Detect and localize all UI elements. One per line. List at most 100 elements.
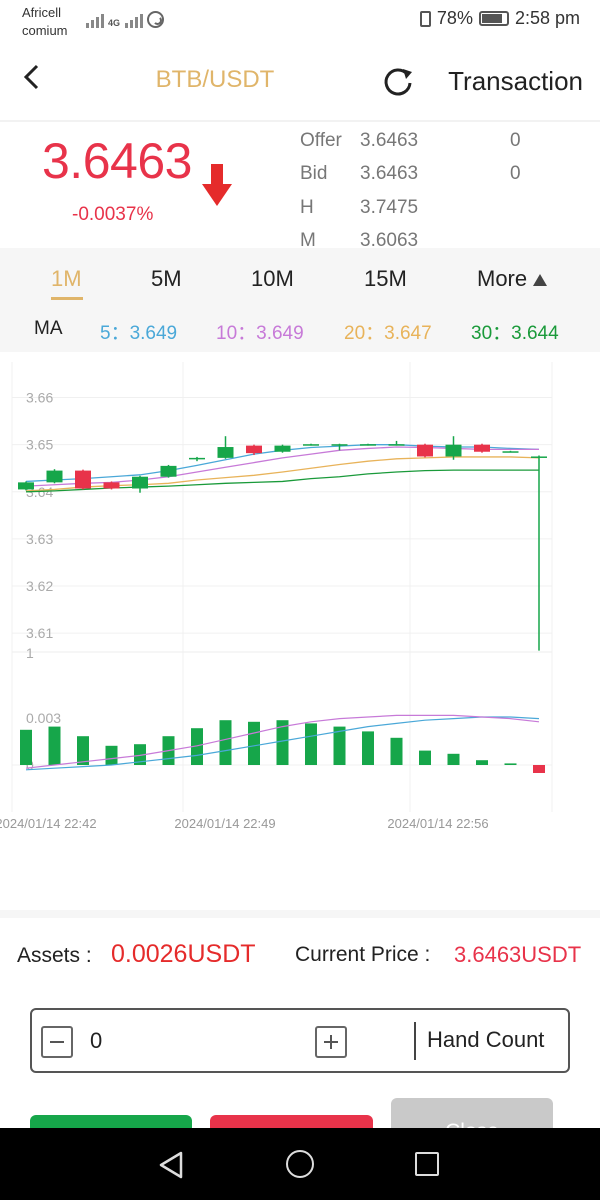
indicator-bar [276, 720, 289, 765]
indicator-bar [447, 753, 460, 765]
battery-icon [478, 11, 509, 26]
whatsapp-icon [147, 11, 165, 28]
quantity-input[interactable] [90, 1028, 290, 1054]
candle-body [474, 444, 490, 452]
battery-percent: 78% [436, 8, 473, 28]
indicator-bar [476, 760, 488, 765]
indicator-tick-label: 0.003 [26, 710, 61, 726]
indicator-bar [333, 726, 346, 765]
ma10-value: 10：3.649 [216, 323, 304, 344]
candle-body [75, 470, 91, 489]
signal-icon [86, 12, 104, 28]
assets-value: 0.0026USDT [111, 940, 256, 968]
indicator-line [25, 714, 540, 769]
candle-body [103, 482, 120, 489]
candle-body [531, 456, 547, 458]
nav-home-icon[interactable] [286, 1150, 314, 1178]
nav-back-icon[interactable] [157, 1150, 185, 1185]
candle-body [388, 444, 405, 446]
y-tick-label: 3.63 [26, 531, 53, 547]
last-price: 3.6463 [42, 133, 192, 189]
stat-row-high: H 3.7475 [300, 196, 419, 218]
y-tick-label: 3.61 [26, 625, 53, 641]
indicator-bar [219, 720, 232, 765]
indicator-bar [305, 723, 317, 765]
current-price-label: Current Price : [295, 943, 431, 966]
minus-icon[interactable] [41, 1026, 73, 1058]
candle-body [246, 445, 262, 454]
nav-recent-icon[interactable] [415, 1152, 439, 1176]
price-stats: Offer 3.6463 0 Bid 3.6463 0 H 3.7475 M 3… [300, 124, 590, 258]
indicator-bar [362, 731, 374, 765]
candle-body [274, 445, 291, 452]
x-tick-label: 2024/01/14 22:49 [174, 816, 275, 831]
hand-count-label: Hand Count [427, 1027, 545, 1052]
candle-body [160, 465, 177, 477]
quantity-stepper: Hand Count [30, 1008, 570, 1073]
tab-10m[interactable]: 10M [251, 266, 294, 291]
x-tick-label: 2024/01/14 22:56 [387, 816, 488, 831]
current-price-value: 3.6463USDT [454, 942, 582, 967]
price-chart[interactable]: 3.663.653.643.633.623.6110.00302024/01/1… [0, 352, 600, 852]
divider [414, 1022, 416, 1060]
stat-row-low: M 3.6063 [300, 230, 419, 252]
tab-1m[interactable]: 1M [51, 266, 82, 291]
header: BTB/USDT Transaction [0, 52, 600, 110]
indicator-bar [105, 745, 118, 765]
system-nav-bar [0, 1128, 600, 1200]
y-tick-label: 1 [26, 645, 34, 661]
y-tick-label: 3.62 [26, 578, 53, 594]
timeframe-panel [0, 248, 600, 352]
candle-body [46, 470, 63, 483]
ma-line [25, 446, 539, 487]
arrow-down-icon [202, 164, 232, 211]
indicator-bar [533, 765, 545, 773]
y-tick-label: 3.65 [26, 437, 53, 453]
stat-row-offer: Offer 3.6463 0 [300, 129, 521, 151]
plus-icon[interactable] [315, 1026, 347, 1058]
pair-title: BTB/USDT [155, 66, 275, 93]
assets-label: Assets : [17, 944, 92, 967]
price-change: -0.0037% [72, 204, 154, 225]
ma5-value: 5：3.649 [100, 323, 178, 344]
ma30-value: 30：3.644 [471, 323, 559, 344]
divider [0, 120, 600, 122]
candle-body [502, 451, 519, 453]
candle-body [360, 444, 376, 446]
triangle-up-icon [533, 274, 548, 286]
indicator-bar [504, 763, 517, 765]
indicator-bar [48, 726, 61, 765]
tab-15m[interactable]: 15M [364, 266, 407, 291]
active-tab-indicator [51, 297, 83, 300]
indicator-bar [134, 744, 146, 765]
status-bar: Africell comium 4G 78% 2:58 pm [0, 0, 600, 44]
carrier-name: Africell comium [22, 5, 68, 38]
indicator-bar [77, 736, 89, 765]
clock: 2:58 pm [514, 8, 580, 28]
x-tick-label: 2024/01/14 22:42 [0, 816, 97, 831]
tab-5m[interactable]: 5M [151, 266, 182, 291]
candle-body [217, 447, 234, 458]
ma-line [25, 469, 539, 493]
tab-more[interactable]: More [477, 266, 548, 292]
indicator-bar [20, 729, 32, 765]
y-tick-label: 3.66 [26, 390, 53, 406]
indicator-line [25, 716, 540, 771]
ma-line [25, 456, 540, 492]
divider [0, 910, 600, 918]
indicator-bar [419, 750, 431, 765]
back-chevron-icon[interactable] [22, 62, 42, 92]
ma-label: MA [34, 318, 63, 339]
stat-row-bid: Bid 3.6463 0 [300, 163, 521, 185]
candle-body [189, 457, 205, 460]
candle-body [303, 444, 319, 446]
transaction-link[interactable]: Transaction [448, 66, 583, 96]
candle-body [331, 444, 348, 446]
ma20-value: 20：3.647 [344, 323, 432, 344]
refresh-icon[interactable] [380, 64, 416, 100]
vibrate-icon [419, 10, 431, 27]
candle-body [18, 482, 34, 490]
signal-icon-2 [125, 12, 144, 28]
indicator-bar [248, 721, 260, 765]
indicator-bar [390, 737, 403, 765]
